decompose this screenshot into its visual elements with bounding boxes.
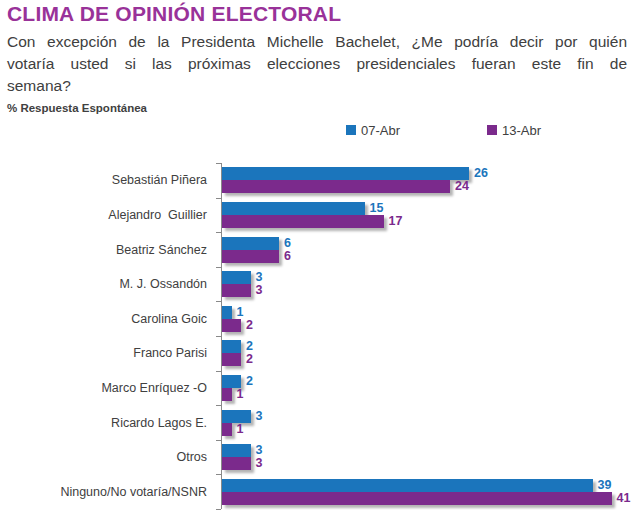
bar-value-label: 3 (256, 457, 263, 470)
bar-07-Abr (222, 375, 241, 388)
category-label: Ricardo Lagos E. (0, 415, 207, 431)
bar-value-label: 2 (246, 353, 253, 366)
category-label: Otros (0, 449, 207, 465)
axis-tick (216, 440, 221, 441)
bar-value-label: 2 (246, 319, 253, 332)
category-label: Ninguno/No votaría/NSNR (0, 484, 207, 500)
bar-07-Abr (222, 410, 251, 423)
legend-item-07abr: 07-Abr (346, 123, 400, 137)
bar-value-label: 6 (284, 250, 291, 263)
bar-07-Abr (222, 479, 593, 492)
legend-item-13abr: 13-Abr (487, 123, 541, 137)
category-label: Franco Parisi (0, 345, 207, 361)
bar-value-label: 41 (617, 492, 631, 505)
bar-13-Abr (222, 250, 279, 263)
bar-value-label: 24 (455, 180, 469, 193)
bar-07-Abr (222, 444, 251, 457)
bar-13-Abr (222, 388, 232, 401)
category-label: Carolina Goic (0, 311, 207, 327)
axis-tick (216, 405, 221, 406)
bar-13-Abr (222, 423, 232, 436)
bar-value-label: 1 (237, 306, 244, 319)
category-label: Alejandro Guillier (0, 207, 207, 223)
bar-13-Abr (222, 215, 384, 228)
bar-13-Abr (222, 180, 450, 193)
axis-tick (216, 163, 221, 164)
question-line-3: semana? (7, 75, 627, 97)
bar-13-Abr (222, 457, 251, 470)
response-type-note: % Respuesta Espontánea (7, 102, 147, 114)
axis-tick (216, 232, 221, 233)
bar-13-Abr (222, 284, 251, 297)
bar-value-label: 1 (237, 423, 244, 436)
legend-swatch-13abr (487, 125, 497, 135)
page-title: CLIMA DE OPINIÓN ELECTORAL (7, 2, 341, 26)
bar-13-Abr (222, 319, 241, 332)
category-label: M. J. Ossandón (0, 276, 207, 292)
axis-tick (216, 474, 221, 475)
category-label: Marco Enríquez -O (0, 380, 207, 396)
bar-value-label: 3 (256, 410, 263, 423)
axis-tick (216, 267, 221, 268)
bar-07-Abr (222, 271, 251, 284)
slide: CLIMA DE OPINIÓN ELECTORAL Con excepción… (0, 0, 635, 510)
bar-07-Abr (222, 202, 365, 215)
axis-tick (216, 301, 221, 302)
axis-tick (216, 336, 221, 337)
question-line-1: Con excepción de la Presidenta Michelle … (7, 31, 627, 53)
bar-value-label: 1 (237, 388, 244, 401)
bar-13-Abr (222, 492, 612, 505)
bar-value-label: 6 (284, 237, 291, 250)
bar-value-label: 3 (256, 284, 263, 297)
bar-value-label: 15 (370, 202, 384, 215)
category-label: Sebastián Piñera (0, 172, 207, 188)
legend-label-13abr: 13-Abr (502, 123, 541, 138)
legend-label-07abr: 07-Abr (361, 123, 400, 138)
bar-13-Abr (222, 353, 241, 366)
bar-value-label: 26 (474, 167, 488, 180)
bar-value-label: 2 (246, 375, 253, 388)
axis-tick (216, 198, 221, 199)
question-text: Con excepción de la Presidenta Michelle … (7, 31, 627, 97)
question-line-2: votaría usted si las próximas elecciones… (7, 53, 627, 75)
bar-value-label: 39 (598, 479, 612, 492)
bar-value-label: 17 (389, 215, 403, 228)
axis-tick (216, 371, 221, 372)
legend-swatch-07abr (346, 125, 356, 135)
bar-07-Abr (222, 306, 232, 319)
bar-07-Abr (222, 237, 279, 250)
bar-07-Abr (222, 340, 241, 353)
category-label: Beatriz Sánchez (0, 242, 207, 258)
bar-07-Abr (222, 167, 469, 180)
